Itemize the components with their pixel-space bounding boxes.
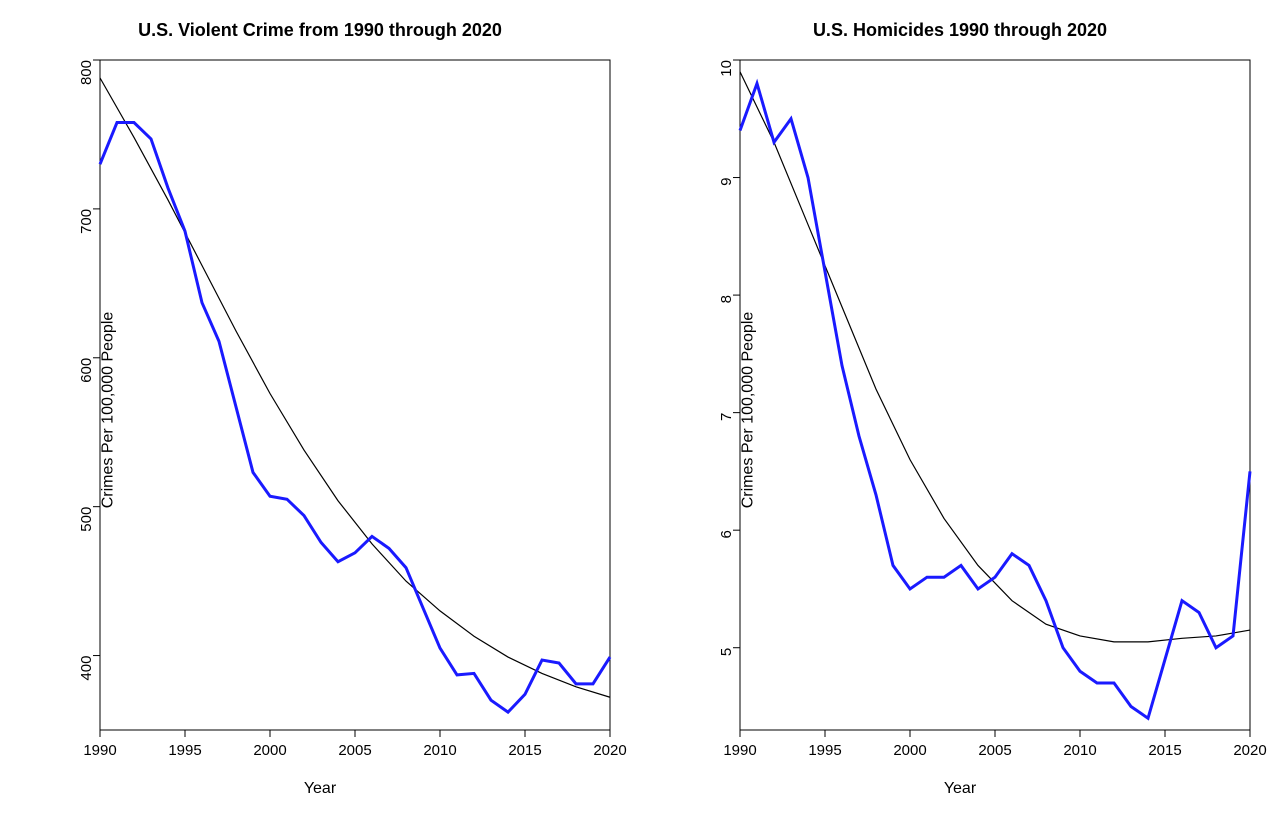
svg-text:700: 700 <box>78 209 95 234</box>
svg-text:2000: 2000 <box>893 742 926 759</box>
svg-text:1990: 1990 <box>723 742 756 759</box>
svg-text:2010: 2010 <box>1063 742 1096 759</box>
svg-text:2015: 2015 <box>1148 742 1181 759</box>
svg-text:800: 800 <box>78 60 95 85</box>
svg-text:5: 5 <box>718 648 735 656</box>
svg-text:2015: 2015 <box>508 742 541 759</box>
svg-text:1990: 1990 <box>83 742 116 759</box>
svg-text:500: 500 <box>78 507 95 532</box>
x-axis-label: Year <box>640 780 1280 798</box>
svg-text:8: 8 <box>718 295 735 303</box>
panel-homicide: U.S. Homicides 1990 through 2020 Crimes … <box>640 0 1280 820</box>
svg-text:2010: 2010 <box>423 742 456 759</box>
svg-text:7: 7 <box>718 413 735 421</box>
svg-text:1995: 1995 <box>808 742 841 759</box>
svg-text:2005: 2005 <box>338 742 371 759</box>
svg-text:9: 9 <box>718 178 735 186</box>
x-axis-label: Year <box>0 780 640 798</box>
svg-text:2005: 2005 <box>978 742 1011 759</box>
panel-violent-crime: U.S. Violent Crime from 1990 through 202… <box>0 0 640 820</box>
svg-text:400: 400 <box>78 656 95 681</box>
svg-text:1995: 1995 <box>168 742 201 759</box>
svg-text:600: 600 <box>78 358 95 383</box>
svg-text:10: 10 <box>718 60 735 77</box>
svg-text:6: 6 <box>718 530 735 538</box>
chart-panels: U.S. Violent Crime from 1990 through 202… <box>0 0 1280 820</box>
homicide-plot: 1990 1995 2000 2005 2010 2015 2020 5 6 7 8 9 10 <box>640 0 1280 820</box>
svg-text:2020: 2020 <box>1233 742 1266 759</box>
violent-crime-plot: 1990 1995 2000 2005 2010 2015 2020 400 500 600 700… <box>0 0 640 820</box>
svg-text:2020: 2020 <box>593 742 626 759</box>
svg-text:2000: 2000 <box>253 742 286 759</box>
